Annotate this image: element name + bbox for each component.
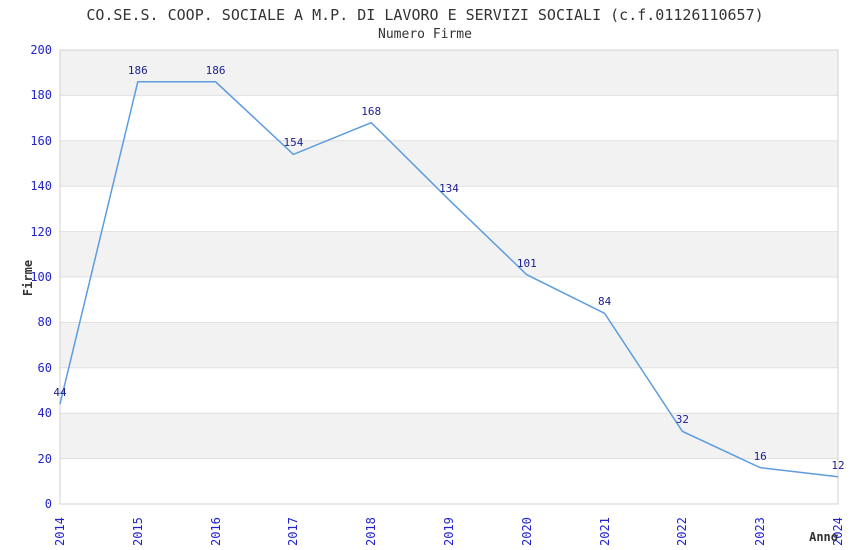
chart-subtitle: Numero Firme — [378, 27, 472, 42]
x-tick-label: 2023 — [753, 517, 768, 546]
data-label: 168 — [361, 104, 382, 118]
y-tick-label: 20 — [37, 451, 52, 466]
y-tick-label: 100 — [30, 270, 52, 284]
y-tick-label: 120 — [30, 224, 52, 239]
y-tick-label: 140 — [30, 179, 52, 194]
plot-band — [60, 231, 838, 277]
plot-band — [60, 50, 838, 96]
y-tick-label: 40 — [37, 406, 52, 421]
data-label: 134 — [439, 181, 459, 195]
x-tick-label: 2021 — [597, 517, 612, 546]
y-tick-label: 180 — [30, 88, 52, 103]
chart-title: CO.SE.S. COOP. SOCIALE A M.P. DI LAVORO … — [86, 6, 764, 24]
data-label: 44 — [53, 386, 67, 400]
x-tick-label: 2014 — [53, 517, 67, 546]
data-label: 186 — [205, 63, 226, 77]
x-axis-title: Anno — [809, 530, 838, 544]
plot-band — [60, 322, 838, 368]
x-tick-label: 2018 — [364, 517, 379, 546]
y-tick-label: 60 — [37, 360, 52, 375]
x-tick-label: 2020 — [519, 517, 534, 546]
y-axis-title: Firme — [21, 259, 35, 297]
plot-band — [60, 140, 838, 187]
x-tick-label: 2019 — [442, 517, 456, 546]
data-label: 84 — [597, 295, 612, 309]
x-tick-label: 2022 — [675, 517, 690, 546]
plot-border — [59, 49, 839, 505]
y-tick-label: 0 — [44, 497, 52, 511]
y-tick-label: 80 — [37, 315, 52, 330]
data-label: 32 — [675, 413, 690, 427]
data-label: 154 — [283, 136, 304, 150]
line-series — [59, 81, 839, 478]
data-label: 16 — [753, 449, 767, 463]
y-tick-label: 160 — [30, 133, 52, 148]
x-tick-label: 2015 — [130, 517, 145, 546]
x-tick-label: 2017 — [286, 517, 301, 546]
data-label: 101 — [516, 256, 537, 270]
y-tick-label: 200 — [30, 43, 52, 57]
data-label: 186 — [127, 63, 148, 77]
x-tick-label: 2016 — [208, 517, 223, 546]
data-label: 12 — [831, 458, 845, 472]
plot-band — [60, 413, 838, 459]
